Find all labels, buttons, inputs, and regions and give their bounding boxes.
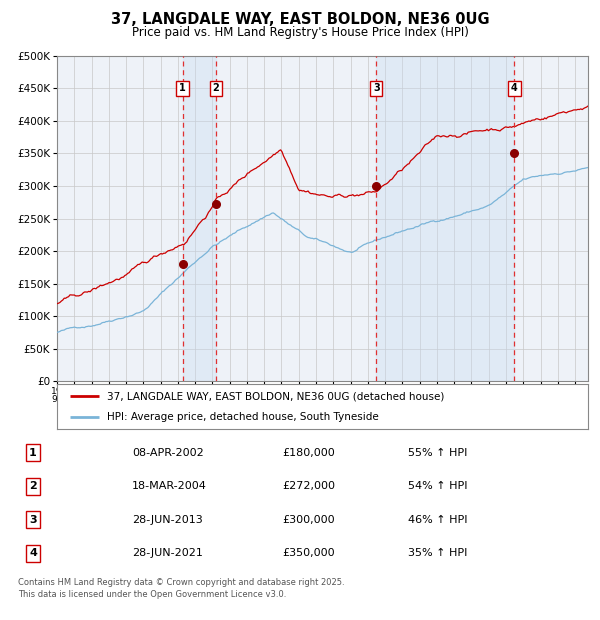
Text: 1: 1 bbox=[179, 83, 186, 94]
Text: HPI: Average price, detached house, South Tyneside: HPI: Average price, detached house, Sout… bbox=[107, 412, 379, 422]
Text: 28-JUN-2013: 28-JUN-2013 bbox=[132, 515, 203, 525]
Text: 3: 3 bbox=[29, 515, 37, 525]
Text: £350,000: £350,000 bbox=[282, 549, 335, 559]
Bar bbox=[182, 56, 216, 381]
Text: Price paid vs. HM Land Registry's House Price Index (HPI): Price paid vs. HM Land Registry's House … bbox=[131, 26, 469, 39]
Text: 37, LANGDALE WAY, EAST BOLDON, NE36 0UG (detached house): 37, LANGDALE WAY, EAST BOLDON, NE36 0UG … bbox=[107, 391, 445, 402]
Text: 4: 4 bbox=[29, 549, 37, 559]
Text: 1: 1 bbox=[29, 448, 37, 458]
Text: 37, LANGDALE WAY, EAST BOLDON, NE36 0UG: 37, LANGDALE WAY, EAST BOLDON, NE36 0UG bbox=[110, 12, 490, 27]
Text: £272,000: £272,000 bbox=[282, 481, 335, 491]
Bar bbox=[376, 56, 514, 381]
Text: 46% ↑ HPI: 46% ↑ HPI bbox=[408, 515, 467, 525]
Text: 55% ↑ HPI: 55% ↑ HPI bbox=[408, 448, 467, 458]
Text: 4: 4 bbox=[511, 83, 518, 94]
Text: 2: 2 bbox=[29, 481, 37, 491]
Text: 35% ↑ HPI: 35% ↑ HPI bbox=[408, 549, 467, 559]
Text: £300,000: £300,000 bbox=[282, 515, 335, 525]
Text: Contains HM Land Registry data © Crown copyright and database right 2025.
This d: Contains HM Land Registry data © Crown c… bbox=[18, 578, 344, 599]
Text: 18-MAR-2004: 18-MAR-2004 bbox=[132, 481, 207, 491]
Text: 2: 2 bbox=[212, 83, 220, 94]
Text: £180,000: £180,000 bbox=[282, 448, 335, 458]
Text: 08-APR-2002: 08-APR-2002 bbox=[132, 448, 204, 458]
Text: 3: 3 bbox=[373, 83, 380, 94]
Text: 54% ↑ HPI: 54% ↑ HPI bbox=[408, 481, 467, 491]
Text: 28-JUN-2021: 28-JUN-2021 bbox=[132, 549, 203, 559]
